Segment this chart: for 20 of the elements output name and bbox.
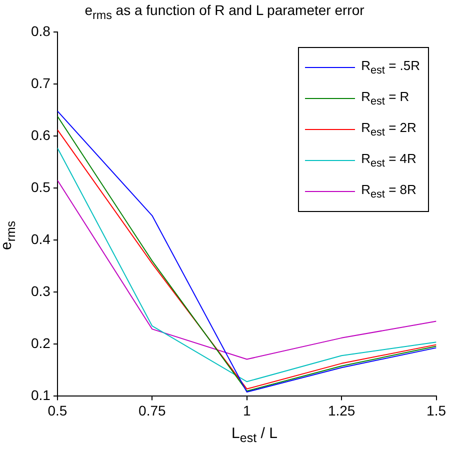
x-tick-label: 1.25	[328, 402, 356, 418]
y-tick-label: 0.3	[30, 283, 51, 299]
x-tick-label: 0.5	[48, 402, 68, 418]
x-tick-label: 1	[242, 402, 251, 418]
y-tick-label: 0.7	[30, 74, 51, 91]
y-tick-label: 0.1	[30, 387, 51, 404]
legend-label: R$_{est}$ = 2R	[361, 120, 416, 139]
y-tick-label: 0.6	[30, 126, 51, 143]
x-tick-label: 0.75	[138, 402, 166, 418]
y-tick-label: 0.8	[30, 22, 51, 39]
y-tick-label: 0.2	[30, 335, 51, 352]
y-tick-label: 0.4	[30, 230, 51, 247]
x-axis-title: L$_{est}$ / L	[230, 425, 278, 445]
y-tick-label: 0.5	[30, 178, 51, 195]
legend-label: R$_{est}$ = 8R	[361, 182, 416, 201]
legend-label: R$_{est}$ = R	[361, 89, 410, 108]
x-tick-label: 1.5	[426, 402, 446, 418]
legend-label: R$_{est}$ = .5R	[361, 58, 420, 77]
chart-title: e$_{rms}$ as a function of R and L parameter error	[84, 2, 366, 22]
legend-label: R$_{est}$ = 4R	[361, 151, 416, 170]
